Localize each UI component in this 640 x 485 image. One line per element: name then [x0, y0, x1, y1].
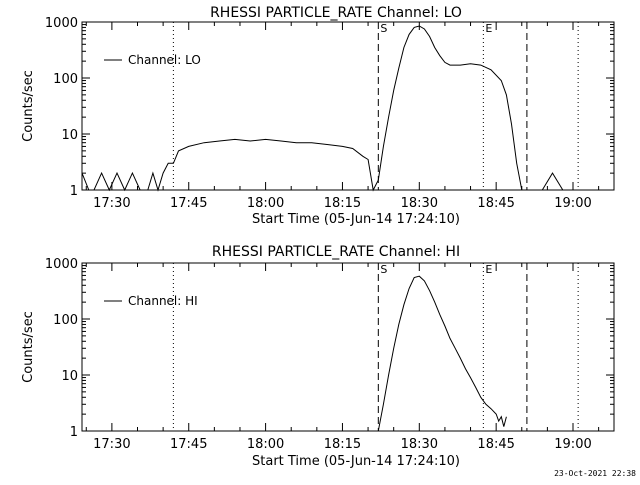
x-tick-label: 17:45: [170, 437, 207, 452]
chart-title: RHESSI PARTICLE_RATE Channel: LO: [210, 5, 462, 21]
footer-timestamp: 23-Oct-2021 22:38: [554, 469, 636, 478]
x-tick-label: 19:00: [554, 196, 591, 211]
series-line-1: [81, 25, 564, 192]
x-axis-label: Start Time (05-Jun-14 17:24:10): [252, 454, 460, 469]
y-tick-label: 1000: [45, 16, 78, 31]
marker-label: E: [485, 263, 492, 276]
y-tick-label: 1: [70, 184, 78, 199]
y-tick-label: 10: [61, 128, 78, 143]
y-tick-label: 1000: [45, 257, 78, 272]
x-tick-label: 18:00: [247, 437, 284, 452]
x-tick-label: 18:30: [401, 196, 438, 211]
x-tick-label: 18:15: [324, 196, 361, 211]
y-axis-label: Counts/sec: [21, 70, 36, 142]
y-tick-label: 100: [53, 313, 78, 328]
x-tick-label: 18:45: [477, 437, 514, 452]
x-tick-label: 17:45: [170, 196, 207, 211]
series-line-1: [377, 275, 507, 432]
plot-frame: [81, 262, 615, 432]
legend-label: Channel: LO: [128, 53, 201, 67]
x-tick-label: 18:15: [324, 437, 361, 452]
y-tick-label: 10: [61, 369, 78, 384]
x-tick-label: 18:30: [401, 437, 438, 452]
legend-label: Channel: HI: [128, 294, 198, 308]
x-tick-label: 18:45: [477, 196, 514, 211]
marker-label: E: [485, 22, 492, 35]
x-axis-label: Start Time (05-Jun-14 17:24:10): [252, 212, 460, 227]
chart-panel-1: RHESSI PARTICLE_RATE Channel: LO 1 10 100 10…: [21, 5, 615, 227]
chart-panel-2: RHESSI PARTICLE_RATE Channel: HI 1 10 100 10…: [21, 244, 615, 469]
x-tick-label: 19:00: [554, 437, 591, 452]
y-tick-label: 1: [70, 425, 78, 440]
y-axis-label: Counts/sec: [21, 311, 36, 383]
marker-label: S: [380, 263, 387, 276]
x-tick-label: 17:30: [93, 196, 130, 211]
marker-label: S: [380, 22, 387, 35]
x-tick-label: 17:30: [93, 437, 130, 452]
y-tick-label: 100: [53, 72, 78, 87]
plot-frame: [81, 21, 615, 191]
x-tick-label: 18:00: [247, 196, 284, 211]
chart-title: RHESSI PARTICLE_RATE Channel: HI: [212, 244, 460, 260]
